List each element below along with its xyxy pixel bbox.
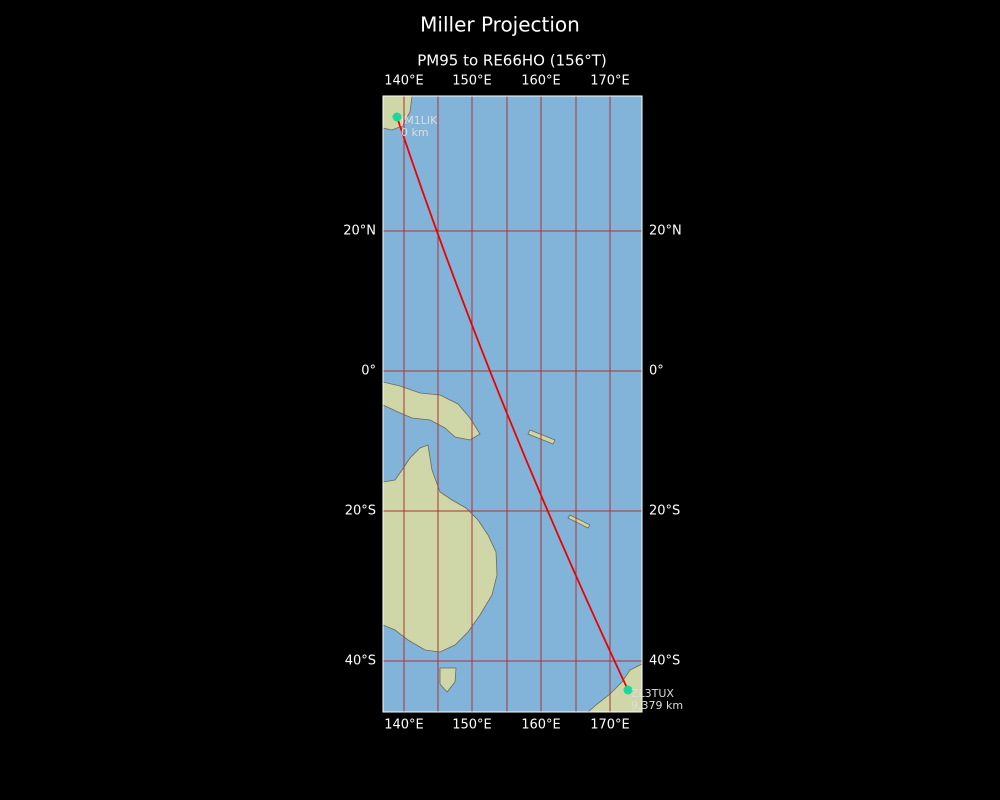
y-tick-label: 0° bbox=[361, 364, 376, 379]
y-tick-label: 40°S bbox=[649, 654, 680, 669]
new-guinea bbox=[383, 381, 481, 441]
station-call: JM1LIK bbox=[400, 114, 438, 127]
y-tick-label: 0° bbox=[649, 364, 664, 379]
bottom-ticks: 140°E 150°E 160°E 170°E bbox=[384, 718, 630, 733]
station-marker bbox=[392, 112, 402, 122]
x-tick-label: 150°E bbox=[452, 718, 492, 733]
top-ticks: 140°E 150°E 160°E 170°E bbox=[384, 74, 630, 89]
x-tick-label: 160°E bbox=[521, 718, 561, 733]
x-tick-label: 170°E bbox=[590, 718, 630, 733]
x-tick-label: 150°E bbox=[452, 74, 492, 89]
station-distance: 9,379 km bbox=[631, 699, 683, 712]
australia bbox=[383, 444, 498, 653]
title: Miller Projection bbox=[420, 13, 580, 37]
tasmania bbox=[439, 667, 457, 693]
map-area bbox=[383, 96, 642, 712]
x-tick-label: 170°E bbox=[590, 74, 630, 89]
x-tick-label: 140°E bbox=[384, 74, 424, 89]
station-call: ZL3TUX bbox=[631, 687, 674, 700]
station-marker bbox=[623, 685, 633, 695]
station-distance: 0 km bbox=[401, 126, 429, 139]
x-tick-label: 160°E bbox=[521, 74, 561, 89]
left-ticks: 20°N 0° 20°S 40°S bbox=[343, 224, 376, 669]
y-tick-label: 20°S bbox=[345, 504, 376, 519]
y-tick-label: 20°N bbox=[649, 224, 682, 239]
y-tick-label: 40°S bbox=[345, 654, 376, 669]
x-tick-label: 140°E bbox=[384, 718, 424, 733]
map-frame bbox=[382, 95, 643, 713]
new-zealand bbox=[587, 663, 642, 712]
graticule bbox=[383, 96, 642, 712]
y-tick-label: 20°N bbox=[343, 224, 376, 239]
y-tick-label: 20°S bbox=[649, 504, 680, 519]
islands bbox=[527, 429, 591, 529]
great-circle-path bbox=[396, 116, 629, 691]
subtitle: PM95 to RE66HO (156°T) bbox=[417, 52, 607, 70]
right-ticks: 20°N 0° 20°S 40°S bbox=[649, 224, 682, 669]
